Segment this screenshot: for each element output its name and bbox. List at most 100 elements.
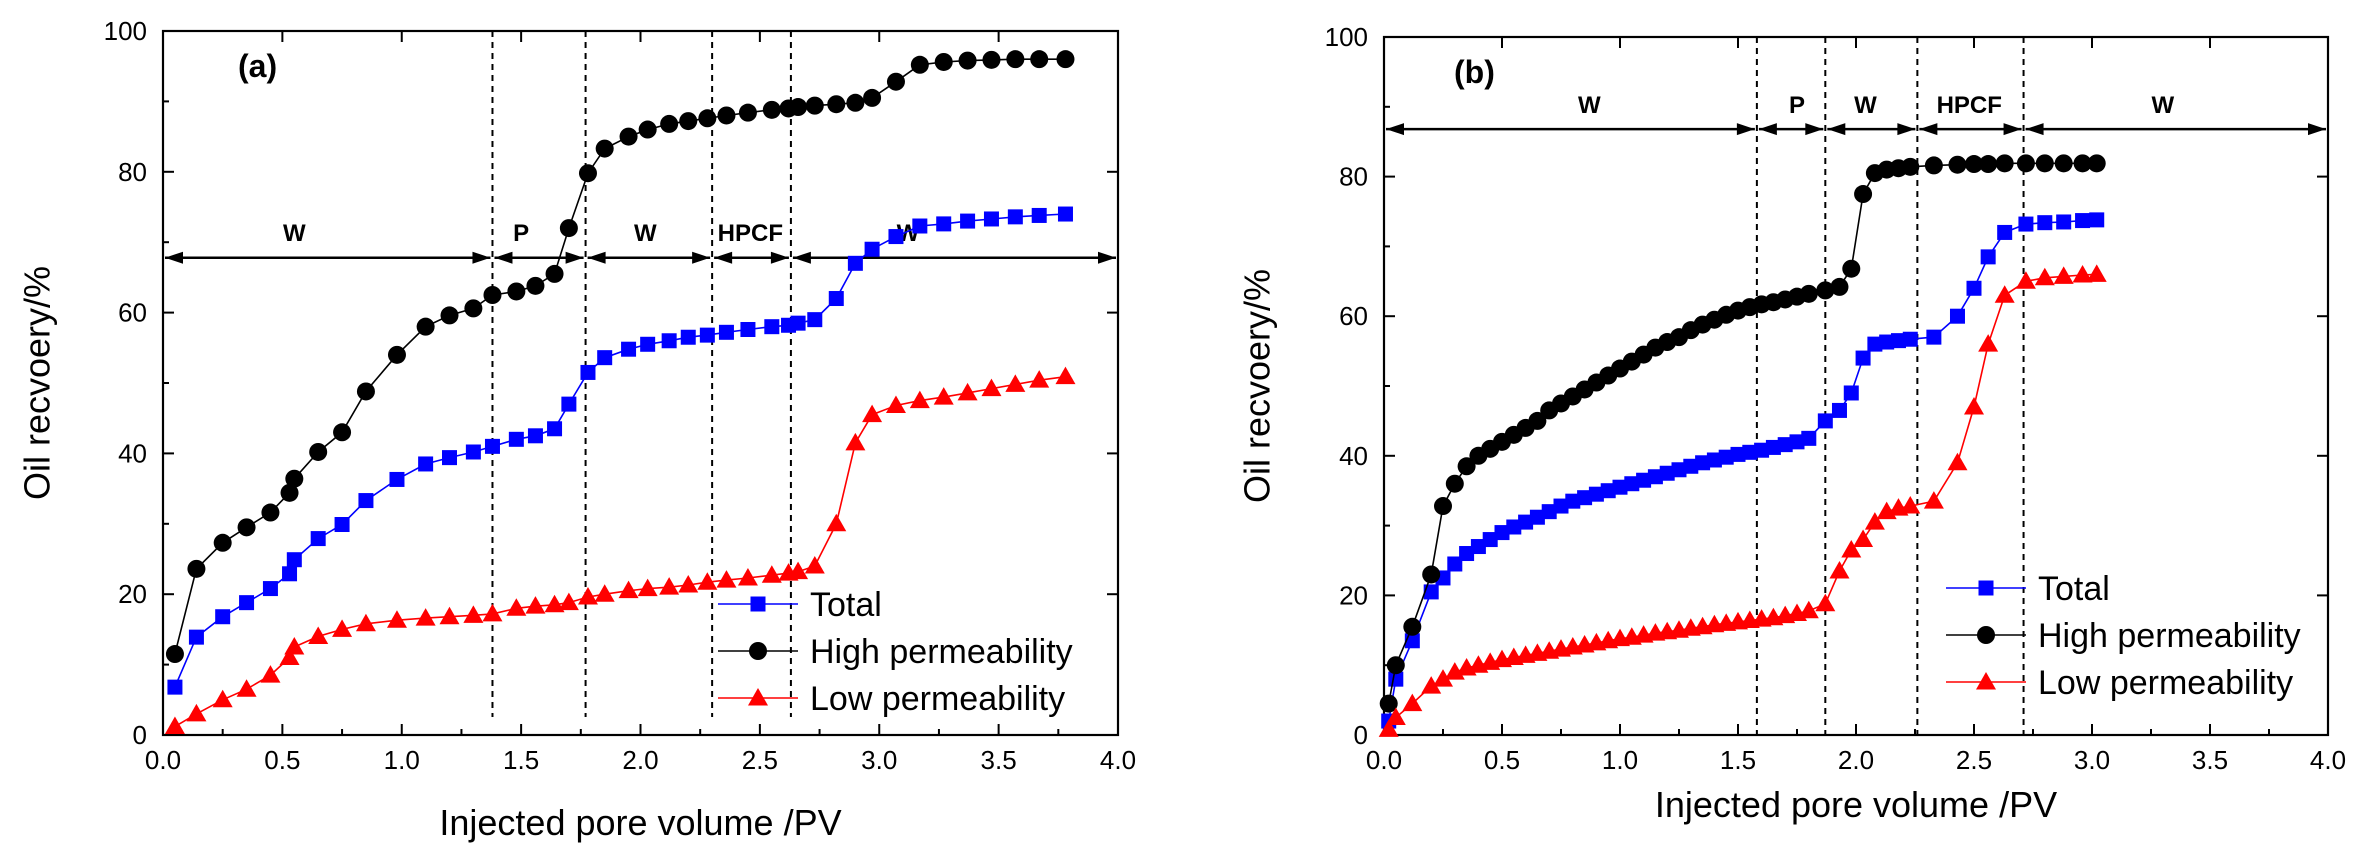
y-axis-title: Oil recvoery/%	[17, 266, 58, 500]
data-point	[679, 112, 698, 131]
stage-label: W	[283, 220, 306, 247]
data-point	[334, 517, 350, 533]
stage-label: P	[1789, 92, 1805, 119]
data-point	[1924, 156, 1943, 175]
data-point	[888, 229, 904, 245]
data-point	[680, 329, 696, 345]
y-tick-label: 0	[1354, 720, 1368, 750]
data-point	[442, 450, 457, 466]
x-tick-label: 2.5	[742, 745, 778, 775]
x-tick-label: 3.0	[861, 745, 897, 775]
data-point	[1671, 462, 1687, 478]
y-tick-label: 20	[118, 579, 147, 609]
data-point	[1801, 430, 1817, 446]
data-point	[960, 213, 976, 229]
x-tick-label: 0.0	[1366, 745, 1402, 775]
x-tick-label: 4.0	[1100, 745, 1136, 775]
data-point	[1829, 560, 1850, 579]
data-point	[1422, 565, 1441, 584]
data-point	[1029, 370, 1050, 388]
data-point	[308, 626, 329, 644]
data-point	[1742, 444, 1758, 460]
legend: Total High permeability Low permeability	[1946, 570, 2301, 702]
x-tick-label: 2.5	[1956, 745, 1992, 775]
data-point	[2072, 265, 2093, 283]
data-point	[386, 610, 407, 628]
data-point	[640, 336, 656, 352]
y-tick-label: 80	[1339, 162, 1368, 192]
data-point	[764, 319, 780, 335]
data-point	[659, 577, 680, 595]
data-point	[261, 503, 280, 522]
data-point	[1445, 474, 1464, 493]
data-point	[1612, 479, 1628, 495]
panel-label: (b)	[1454, 54, 1495, 90]
series-line	[1387, 219, 2097, 722]
data-point	[310, 531, 326, 547]
data-point	[333, 423, 352, 442]
data-point	[1947, 452, 1968, 471]
data-point	[1890, 333, 1906, 349]
data-point	[805, 96, 824, 115]
data-point	[1995, 154, 2014, 173]
data-point	[1518, 514, 1534, 530]
legend-entry: High permeability	[2038, 617, 2301, 655]
y-tick-label: 60	[118, 298, 147, 328]
data-point	[506, 598, 527, 616]
data-point	[2086, 264, 2107, 282]
data-point	[1506, 519, 1522, 535]
legend-marker	[750, 596, 766, 612]
data-point	[762, 100, 781, 119]
data-point	[910, 55, 929, 74]
data-point	[212, 689, 233, 708]
data-point	[1980, 249, 1996, 265]
data-point	[415, 608, 436, 626]
data-point	[507, 282, 526, 301]
chart-panel-b: 0.0 0.5 1.0 1.5 2.0 2.5 3.0 3.5 4.0 0 20 40 60 80 100 I…	[1237, 22, 2347, 825]
data-point	[740, 321, 756, 337]
data-point	[597, 350, 613, 366]
data-point	[1842, 259, 1861, 278]
data-point	[1423, 584, 1439, 600]
stage-arrow-w	[165, 251, 491, 264]
data-point	[1055, 366, 1076, 385]
legend-entry: High permeability	[810, 633, 1073, 671]
data-point	[1817, 413, 1833, 429]
data-point	[418, 456, 434, 472]
panel-label: (a)	[238, 48, 277, 84]
data-point	[1923, 491, 1944, 509]
data-point	[1434, 497, 1452, 516]
data-point	[2034, 267, 2055, 286]
data-point	[285, 469, 304, 488]
data-point	[387, 345, 406, 364]
data-point	[1433, 669, 1453, 687]
data-point	[547, 421, 563, 437]
data-point	[544, 594, 565, 613]
data-point	[2089, 212, 2105, 228]
data-point	[718, 324, 734, 340]
data-point	[167, 679, 183, 695]
series-low-permeability	[1378, 264, 2107, 737]
x-axis-title: Injected pore volume /PV	[1655, 784, 2057, 825]
data-point	[1853, 529, 1874, 548]
series-total	[1381, 212, 2105, 729]
data-point	[1007, 209, 1023, 225]
legend-marker	[1976, 672, 1996, 690]
data-point	[2016, 154, 2035, 173]
legend-entry: Low permeability	[810, 680, 1065, 718]
data-point	[416, 317, 435, 336]
data-point	[284, 637, 305, 655]
stage-arrow-w	[1827, 123, 1916, 136]
data-point	[804, 556, 825, 574]
x-tick-label: 1.0	[384, 745, 420, 775]
y-tick-label: 40	[118, 438, 147, 468]
data-point	[527, 428, 543, 444]
stage-arrow-w	[587, 251, 711, 264]
data-point	[1577, 490, 1593, 506]
data-point	[188, 629, 204, 645]
data-point	[463, 605, 484, 623]
data-point	[1402, 693, 1423, 712]
data-point	[981, 378, 1002, 397]
data-point	[1494, 525, 1510, 541]
data-point	[1385, 707, 1406, 726]
